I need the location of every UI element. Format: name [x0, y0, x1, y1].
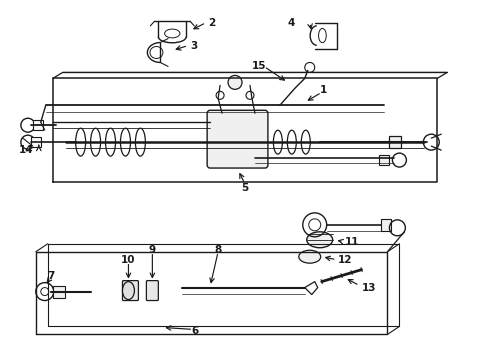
Text: 15: 15 [252, 62, 267, 71]
Text: 6: 6 [192, 327, 199, 336]
Text: 14: 14 [19, 145, 33, 155]
Text: 13: 13 [362, 283, 376, 293]
Text: 9: 9 [149, 245, 156, 255]
Circle shape [228, 75, 242, 89]
FancyBboxPatch shape [390, 136, 401, 148]
FancyBboxPatch shape [207, 110, 268, 168]
Text: 2: 2 [208, 18, 216, 28]
Text: 5: 5 [242, 183, 248, 193]
FancyBboxPatch shape [122, 280, 138, 301]
FancyBboxPatch shape [53, 285, 65, 298]
Ellipse shape [122, 282, 134, 300]
FancyBboxPatch shape [147, 280, 158, 301]
Text: 8: 8 [215, 245, 222, 255]
FancyBboxPatch shape [31, 137, 41, 147]
FancyBboxPatch shape [33, 120, 43, 130]
Text: 12: 12 [338, 255, 352, 265]
Text: 4: 4 [288, 18, 295, 28]
Ellipse shape [299, 250, 321, 263]
Text: 7: 7 [47, 271, 54, 281]
Text: 1: 1 [319, 85, 327, 95]
FancyBboxPatch shape [382, 219, 392, 231]
FancyBboxPatch shape [379, 155, 390, 165]
Text: 3: 3 [190, 41, 197, 50]
Text: 11: 11 [344, 237, 359, 247]
Text: 10: 10 [121, 255, 136, 265]
Ellipse shape [307, 232, 333, 248]
